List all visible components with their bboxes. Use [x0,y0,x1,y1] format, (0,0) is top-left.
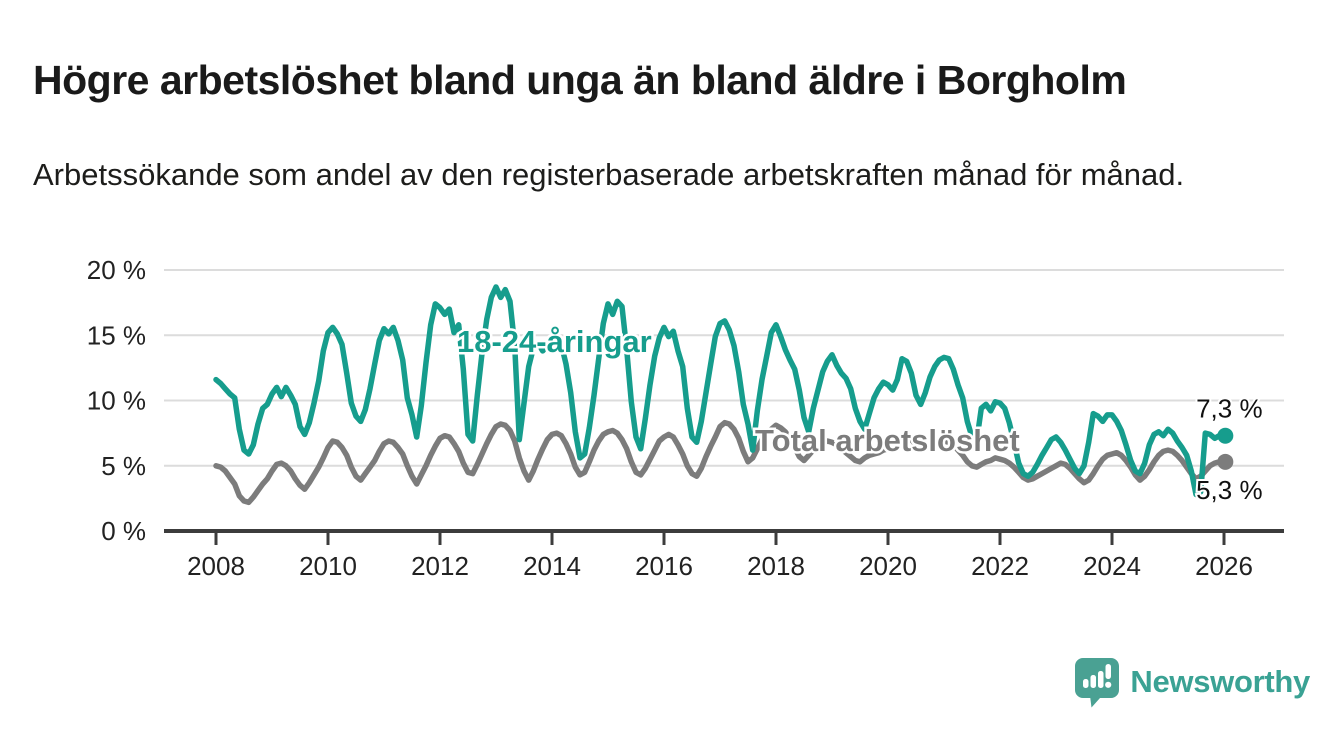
chart-subtitle: Arbetssökande som andel av den registerb… [33,157,1185,192]
x-axis-label-2008: 2008 [187,551,245,581]
bar-1 [1083,679,1089,688]
x-axis-label-2024: 2024 [1083,551,1141,581]
series-label-total: Total arbetslöshet [755,423,1020,458]
bubble-shape [1075,658,1120,708]
speech-bubble-bar-chart-icon [1075,658,1120,708]
x-axis-label-2022: 2022 [971,551,1029,581]
end-label-youth: 7,3 % [1196,394,1263,424]
x-axis-label-2010: 2010 [299,551,357,581]
series-line-total [213,419,1223,506]
end-dot-youth [1217,427,1234,444]
end-dot-total [1217,453,1234,470]
exclamation-bar [1105,664,1112,679]
x-axis-label-2018: 2018 [747,551,805,581]
end-label-total: 5,3 % [1196,475,1263,505]
y-axis-label-5: 5 % [101,451,146,481]
page-title: Högre arbetslöshet bland unga än bland ä… [33,57,1127,104]
bar-3 [1098,671,1104,688]
newsworthy-logo: Newsworthy [1074,656,1310,708]
logo-wordmark: Newsworthy [1130,664,1310,699]
exclamation-dot [1105,681,1112,688]
bar-2 [1090,675,1097,688]
x-axis-label-2014: 2014 [523,551,581,581]
y-axis-label-0: 0 % [101,516,146,546]
y-axis-label-15: 15 % [87,320,146,350]
series-line-youth [213,284,1223,498]
y-axis-label-20: 20 % [87,255,146,285]
y-axis-label-10: 10 % [87,386,146,416]
x-axis-label-2020: 2020 [859,551,917,581]
x-axis-label-2012: 2012 [411,551,469,581]
series-label-youth: 18-24-åringar [457,324,652,359]
x-axis-label-2016: 2016 [635,551,693,581]
x-axis-label-2026: 2026 [1195,551,1253,581]
